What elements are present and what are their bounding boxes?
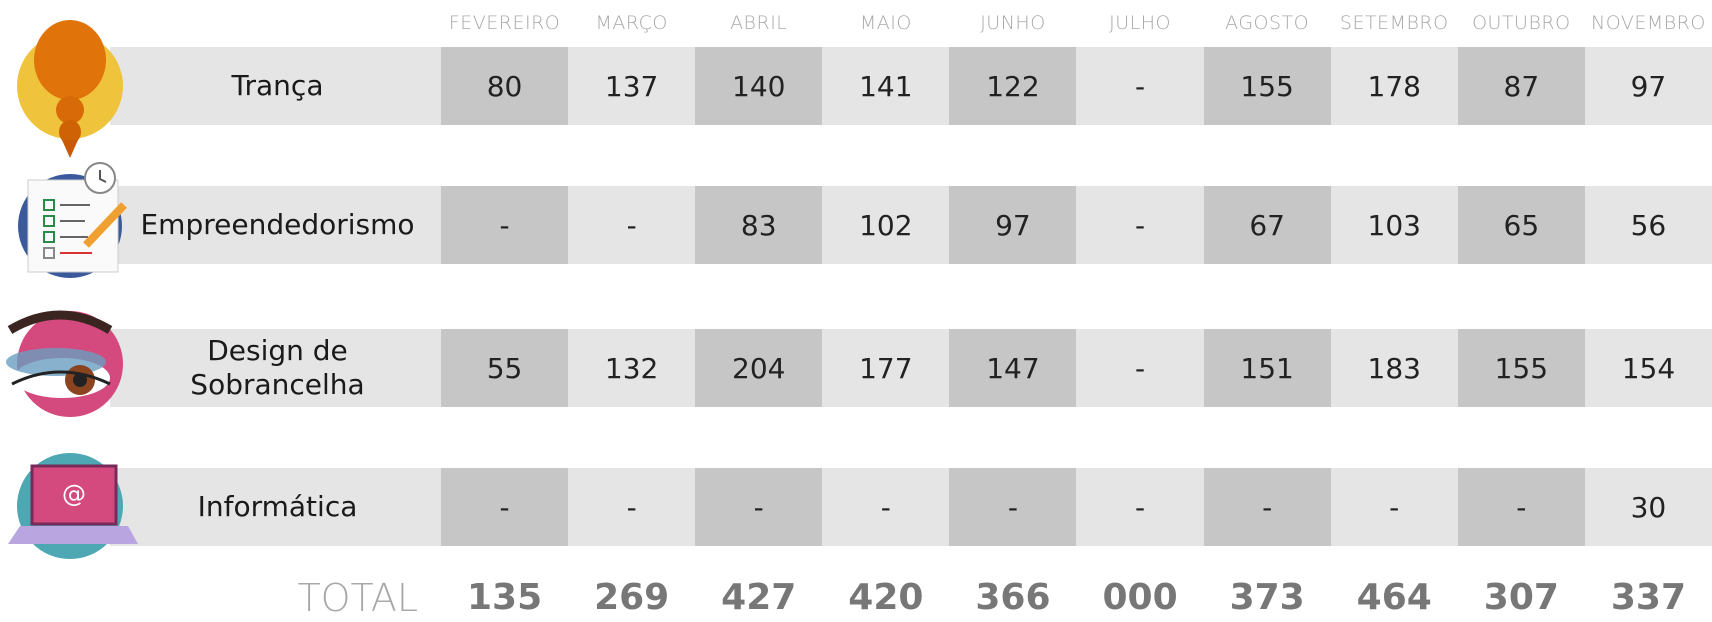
column-header: FEVEREIRO <box>441 10 568 36</box>
cell-value: - <box>568 186 695 264</box>
row-icons: @ <box>0 0 140 614</box>
cell-value: 177 <box>822 329 949 407</box>
cell-value: 102 <box>822 186 949 264</box>
cell-value: - <box>1077 468 1204 546</box>
total-value: 337 <box>1585 574 1712 622</box>
table: FEVEREIROMARÇOABRILMAIOJUNHOJULHOAGOSTOS… <box>0 0 1712 614</box>
row-label: Informática <box>130 468 425 546</box>
eye-icon <box>6 311 123 417</box>
cell-value: - <box>695 468 822 546</box>
total-value: 420 <box>822 574 949 622</box>
laptop-icon: @ <box>8 453 138 559</box>
total-value: 366 <box>949 574 1076 622</box>
row-label-text: Informática <box>130 490 425 524</box>
braid-icon <box>17 20 123 158</box>
cell-value: 67 <box>1204 186 1331 264</box>
column-header: AGOSTO <box>1204 10 1331 36</box>
row-label-text: Design de Sobrancelha <box>178 334 378 402</box>
cell-value: - <box>1077 186 1204 264</box>
column-header: JULHO <box>1077 10 1204 36</box>
column-header: OUTUBRO <box>1458 10 1585 36</box>
cell-value: 178 <box>1331 47 1458 125</box>
cell-value: - <box>441 468 568 546</box>
cell-value: 147 <box>949 329 1076 407</box>
cell-value: 140 <box>695 47 822 125</box>
cell-value: 137 <box>568 47 695 125</box>
cell-value: - <box>441 186 568 264</box>
cell-value: 83 <box>695 186 822 264</box>
column-header: MAIO <box>822 10 949 36</box>
cell-value: 204 <box>695 329 822 407</box>
cell-value: 87 <box>1458 47 1585 125</box>
cell-value: 132 <box>568 329 695 407</box>
cell-value: 141 <box>822 47 949 125</box>
total-value: 373 <box>1204 574 1331 622</box>
cell-value: - <box>822 468 949 546</box>
cell-value: 155 <box>1204 47 1331 125</box>
row-label: Empreendedorismo <box>130 186 425 264</box>
total-value: 307 <box>1458 574 1585 622</box>
svg-text:@: @ <box>62 480 86 508</box>
cell-value: 55 <box>441 329 568 407</box>
cell-value: 65 <box>1458 186 1585 264</box>
cell-value: 155 <box>1458 329 1585 407</box>
total-value: 464 <box>1331 574 1458 622</box>
column-header: JUNHO <box>949 10 1076 36</box>
cell-value: 151 <box>1204 329 1331 407</box>
column-header: ABRIL <box>695 10 822 36</box>
checklist-icon <box>18 163 124 278</box>
page-body: {"table": { "columns": ["FEVEREIRO", "MA… <box>0 0 1712 614</box>
cell-value: 154 <box>1585 329 1712 407</box>
cell-value: - <box>568 468 695 546</box>
row-label: Design de Sobrancelha <box>130 329 425 407</box>
total-value: 135 <box>441 574 568 622</box>
cell-value: - <box>1077 329 1204 407</box>
cell-value: - <box>1331 468 1458 546</box>
row-label-text: Trança <box>130 69 425 103</box>
cell-value: 97 <box>949 186 1076 264</box>
cell-value: 183 <box>1331 329 1458 407</box>
column-header: SETEMBRO <box>1331 10 1458 36</box>
cell-value: - <box>1204 468 1331 546</box>
row-label: Trança <box>130 47 425 125</box>
row-label-text: Empreendedorismo <box>130 208 425 242</box>
cell-value: 122 <box>949 47 1076 125</box>
column-header: MARÇO <box>568 10 695 36</box>
cell-value: 103 <box>1331 186 1458 264</box>
total-value: 269 <box>568 574 695 622</box>
cell-value: 97 <box>1585 47 1712 125</box>
cell-value: 30 <box>1585 468 1712 546</box>
cell-value: - <box>1458 468 1585 546</box>
column-header: NOVEMBRO <box>1585 10 1712 36</box>
total-value: 000 <box>1077 574 1204 622</box>
total-label: TOTAL <box>230 574 418 622</box>
cell-value: 80 <box>441 47 568 125</box>
cell-value: - <box>1077 47 1204 125</box>
cell-value: 56 <box>1585 186 1712 264</box>
cell-value: - <box>949 468 1076 546</box>
page: html, body { margin: 0; padding: 0; } bo… <box>0 0 1712 614</box>
total-value: 427 <box>695 574 822 622</box>
